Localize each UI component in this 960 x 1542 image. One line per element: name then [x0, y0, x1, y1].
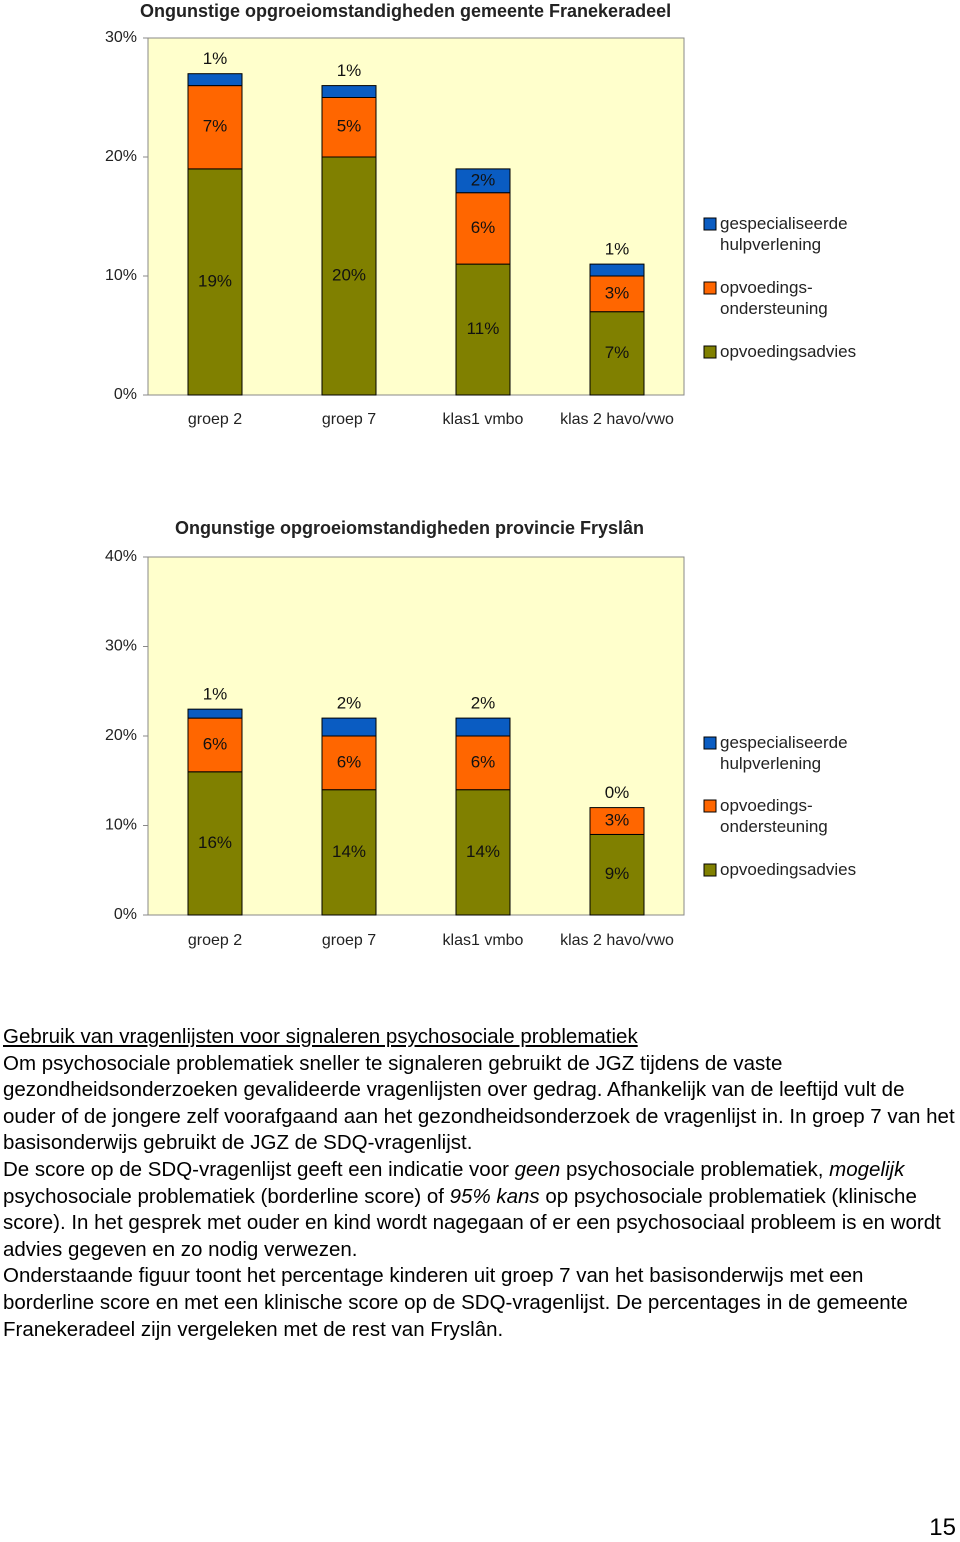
y-tick-label: 10% — [105, 267, 137, 284]
text-run: 95% kans — [449, 1184, 540, 1208]
value-label: 7% — [605, 343, 630, 362]
y-tick-label: 40% — [105, 548, 137, 565]
y-tick-label: 30% — [105, 638, 137, 655]
bar-segment — [589, 263, 645, 277]
bar-segment — [321, 735, 377, 791]
bar-segment — [589, 833, 645, 916]
text-run: psychosociale problematiek, — [560, 1157, 830, 1181]
value-label: 7% — [203, 117, 228, 136]
value-label: 0% — [605, 783, 630, 802]
x-tick-label: klas1 vmbo — [443, 932, 524, 949]
value-label: 9% — [605, 864, 630, 883]
value-label: 3% — [605, 283, 630, 302]
value-label: 16% — [198, 833, 232, 852]
bar-segment — [321, 156, 377, 396]
value-label: 19% — [198, 271, 232, 290]
value-label: 14% — [466, 842, 500, 861]
value-label: 2% — [337, 694, 362, 713]
x-tick-label: groep 2 — [188, 411, 242, 428]
legend-label: opvoedings-ondersteuning — [720, 278, 828, 318]
bar-segment — [187, 717, 243, 773]
text-run: De score op de SDQ-vragenlijst geeft een… — [3, 1157, 515, 1181]
text-body: Gebruik van vragenlijsten voor signalere… — [3, 1024, 955, 1343]
text-run: op psychosociale problematiek (klinische… — [3, 1184, 941, 1261]
value-label: 6% — [203, 734, 228, 753]
value-label: 6% — [337, 752, 362, 771]
page-number: 15 — [929, 1514, 956, 1541]
x-tick-label: klas 2 havo/vwo — [560, 932, 674, 949]
value-label: 14% — [332, 842, 366, 861]
bar-segment — [455, 735, 511, 791]
chart-title: Ongunstige opgroeiomstandigheden provinc… — [175, 518, 644, 538]
charts: Ongunstige opgroeiomstandigheden gemeent… — [105, 1, 717, 949]
y-tick-label: 0% — [114, 906, 137, 923]
x-tick-label: groep 7 — [322, 411, 376, 428]
legend-swatch — [703, 863, 717, 877]
value-label: 1% — [203, 49, 228, 68]
paragraph: Om psychosociale problematiek sneller te… — [3, 1051, 955, 1155]
value-label: 3% — [605, 811, 630, 830]
bar-segment — [589, 275, 645, 313]
value-label: 5% — [337, 117, 362, 136]
chart-title: Ongunstige opgroeiomstandigheden gemeent… — [140, 1, 671, 21]
x-tick-label: groep 7 — [322, 932, 376, 949]
bar-segment — [187, 168, 243, 396]
value-label: 1% — [605, 240, 630, 259]
value-label: 1% — [203, 685, 228, 704]
bar-segment — [187, 73, 243, 87]
legend-swatch — [703, 281, 717, 295]
y-tick-label: 0% — [114, 386, 137, 403]
bar-segment — [187, 708, 243, 719]
x-tick-label: groep 2 — [188, 932, 242, 949]
bar-segment — [321, 717, 377, 737]
value-label: 11% — [467, 319, 500, 338]
y-tick-label: 20% — [105, 148, 137, 165]
legend-label: opvoedings-ondersteuning — [720, 796, 828, 836]
legend-label: opvoedingsadvies — [720, 342, 857, 361]
bar-segment — [455, 717, 511, 737]
value-label: 6% — [471, 752, 496, 771]
bar-segment — [455, 789, 511, 916]
legend-swatch — [703, 345, 717, 359]
legend-swatch — [703, 736, 717, 750]
text-run: mogelijk — [829, 1157, 905, 1181]
text-run: psychosociale problematiek (borderline s… — [3, 1184, 450, 1208]
value-label: 20% — [332, 265, 366, 284]
x-tick-label: klas 2 havo/vwo — [560, 411, 674, 428]
bar-segment — [187, 771, 243, 916]
bar-segment — [321, 789, 377, 916]
legend-swatch — [703, 217, 717, 231]
value-label: 6% — [471, 218, 496, 237]
paragraph: De score op de SDQ-vragenlijst geeft een… — [3, 1157, 955, 1263]
y-tick-label: 10% — [105, 817, 137, 834]
bar-segment — [589, 807, 645, 835]
bar-segment — [455, 168, 511, 194]
legend-label: opvoedingsadvies — [720, 860, 857, 879]
value-label: 2% — [471, 694, 496, 713]
bar-segment — [321, 85, 377, 98]
value-label: 1% — [337, 61, 362, 80]
bar-segment — [455, 192, 511, 265]
y-tick-label: 20% — [105, 727, 137, 744]
x-tick-label: klas1 vmbo — [443, 411, 524, 428]
paragraph: Onderstaande figuur toont het percentage… — [3, 1264, 908, 1341]
legend-swatch — [703, 799, 717, 813]
text-run: geen — [514, 1157, 561, 1181]
legend-label: gespecialiseerde hulpverlening — [720, 733, 848, 773]
value-label: 2% — [471, 170, 496, 189]
legend-label: gespecialiseerde hulpverlening — [720, 214, 848, 254]
heading: Gebruik van vragenlijsten voor signalere… — [3, 1025, 638, 1048]
bar-segment — [187, 85, 243, 170]
y-tick-label: 30% — [105, 29, 137, 46]
